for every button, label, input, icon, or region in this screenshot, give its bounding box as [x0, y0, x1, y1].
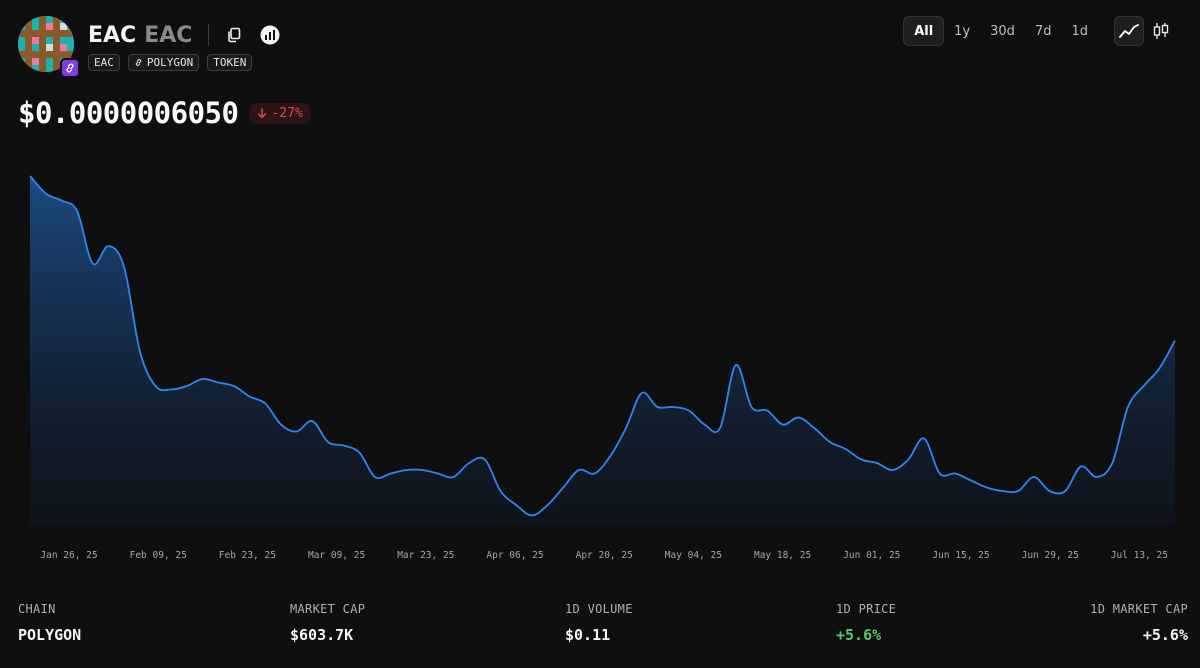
title-row: EAC EAC [88, 20, 295, 50]
stat-label: CHAIN [18, 602, 56, 616]
tag-label: EAC [94, 56, 114, 69]
line-chart-icon[interactable] [1114, 16, 1144, 46]
range-1d[interactable]: 1d [1071, 23, 1088, 39]
range-all[interactable]: All [903, 16, 945, 46]
range-7d[interactable]: 7d [1034, 23, 1052, 39]
stat-value: +5.6% [836, 626, 882, 644]
x-tick-label: Jun 15, 25 [932, 550, 989, 561]
range-1y[interactable]: 1y [954, 23, 971, 39]
price-change-value: -27% [271, 105, 303, 121]
chart-bars-icon[interactable] [259, 24, 281, 46]
token-tags: EAC POLYGON TOKEN [88, 54, 253, 71]
tag-symbol[interactable]: EAC [88, 54, 120, 71]
token-name: EAC [88, 22, 137, 48]
price-chart[interactable]: Jan 26, 25 Feb 09, 25 Feb 23, 25 Mar 09, 25… [0, 160, 1200, 570]
stat-label: MARKET CAP [290, 602, 366, 616]
x-tick-label: May 04, 25 [665, 550, 722, 561]
stat-value: $603.7K [290, 626, 354, 644]
divider [208, 24, 210, 46]
stat-market-cap: MARKET CAP $603.7K [290, 602, 365, 644]
x-tick-label: Feb 23, 25 [219, 550, 276, 561]
x-tick-label: Mar 09, 25 [308, 550, 365, 561]
x-tick-label: Jan 26, 25 [40, 550, 97, 561]
link-icon [135, 59, 142, 66]
token-stats: CHAIN POLYGON MARKET CAP $603.7K 1D VOLU… [18, 602, 1188, 652]
x-tick-label: Jul 13, 25 [1111, 550, 1168, 561]
stat-label: 1D VOLUME [565, 602, 633, 616]
polygon-chain-icon [60, 58, 80, 78]
x-tick-label: Jun 01, 25 [843, 550, 900, 561]
arrow-down-icon [258, 107, 267, 118]
x-tick-label: May 18, 25 [754, 550, 811, 561]
price-series-line [29, 175, 1176, 517]
x-tick-label: Apr 20, 25 [576, 550, 633, 561]
stat-label: 1D MARKET CAP [1090, 602, 1188, 616]
token-symbol: EAC [144, 22, 193, 48]
stat-1d-price: 1D PRICE +5.6% [836, 602, 896, 644]
price-area-fill [30, 176, 1175, 526]
tag-label: POLYGON [146, 56, 194, 69]
stat-label: 1D PRICE [836, 602, 897, 616]
tag-label: TOKEN [213, 56, 247, 69]
token-header: EAC EAC EAC POLYGON TOKEN All 1y 30d 7d … [18, 16, 1188, 78]
price-change-badge: -27% [250, 102, 310, 124]
range-30d[interactable]: 30d [990, 23, 1015, 39]
time-range-selector: All 1y 30d 7d 1d [903, 16, 1176, 46]
tag-type[interactable]: TOKEN [207, 54, 253, 71]
tag-chain[interactable]: POLYGON [127, 54, 200, 71]
x-tick-label: Jun 29, 25 [1022, 550, 1079, 561]
token-avatar [18, 16, 74, 72]
x-tick-label: Feb 09, 25 [130, 550, 187, 561]
stat-1d-market-cap: 1D MARKET CAP +5.6% [1090, 602, 1188, 644]
candlestick-icon[interactable] [1146, 16, 1176, 46]
stat-1d-volume: 1D VOLUME $0.11 [565, 602, 633, 644]
stat-value: +5.6% [1142, 626, 1188, 644]
stat-value: $0.11 [565, 626, 611, 644]
stat-chain: CHAIN POLYGON [18, 602, 81, 644]
price-row: $0.0000006050 -27% [18, 96, 310, 130]
stat-value: POLYGON [18, 626, 82, 644]
chart-type-toggle [1114, 16, 1176, 46]
current-price: $0.0000006050 [18, 96, 239, 130]
x-tick-label: Mar 23, 25 [397, 550, 454, 561]
copy-icon[interactable] [223, 24, 245, 46]
x-tick-label: Apr 06, 25 [486, 550, 543, 561]
